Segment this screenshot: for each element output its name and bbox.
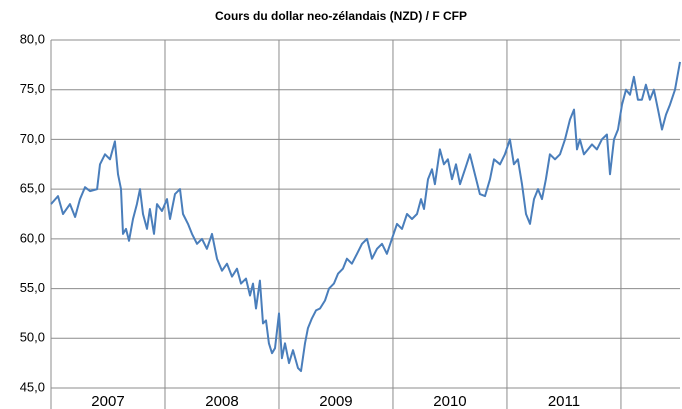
y-tick-label: 55,0 <box>20 280 45 295</box>
data-line <box>50 61 681 373</box>
x-tick-label: 2008 <box>205 393 238 409</box>
y-tick-label: 80,0 <box>20 31 45 46</box>
x-tick-label: 2007 <box>91 393 124 409</box>
y-tick-label: 45,0 <box>20 379 45 394</box>
y-tick-label: 70,0 <box>20 131 45 146</box>
y-tick-label: 65,0 <box>20 181 45 196</box>
y-tick-label: 60,0 <box>20 230 45 245</box>
x-tick-label: 2010 <box>433 393 466 409</box>
chart-title: Cours du dollar neo-zélandais (NZD) / F … <box>215 9 467 23</box>
y-tick-label: 75,0 <box>20 81 45 96</box>
y-tick-label: 50,0 <box>20 330 45 345</box>
x-tick-label: 2009 <box>319 393 352 409</box>
x-tick-label: 2011 <box>548 393 580 409</box>
